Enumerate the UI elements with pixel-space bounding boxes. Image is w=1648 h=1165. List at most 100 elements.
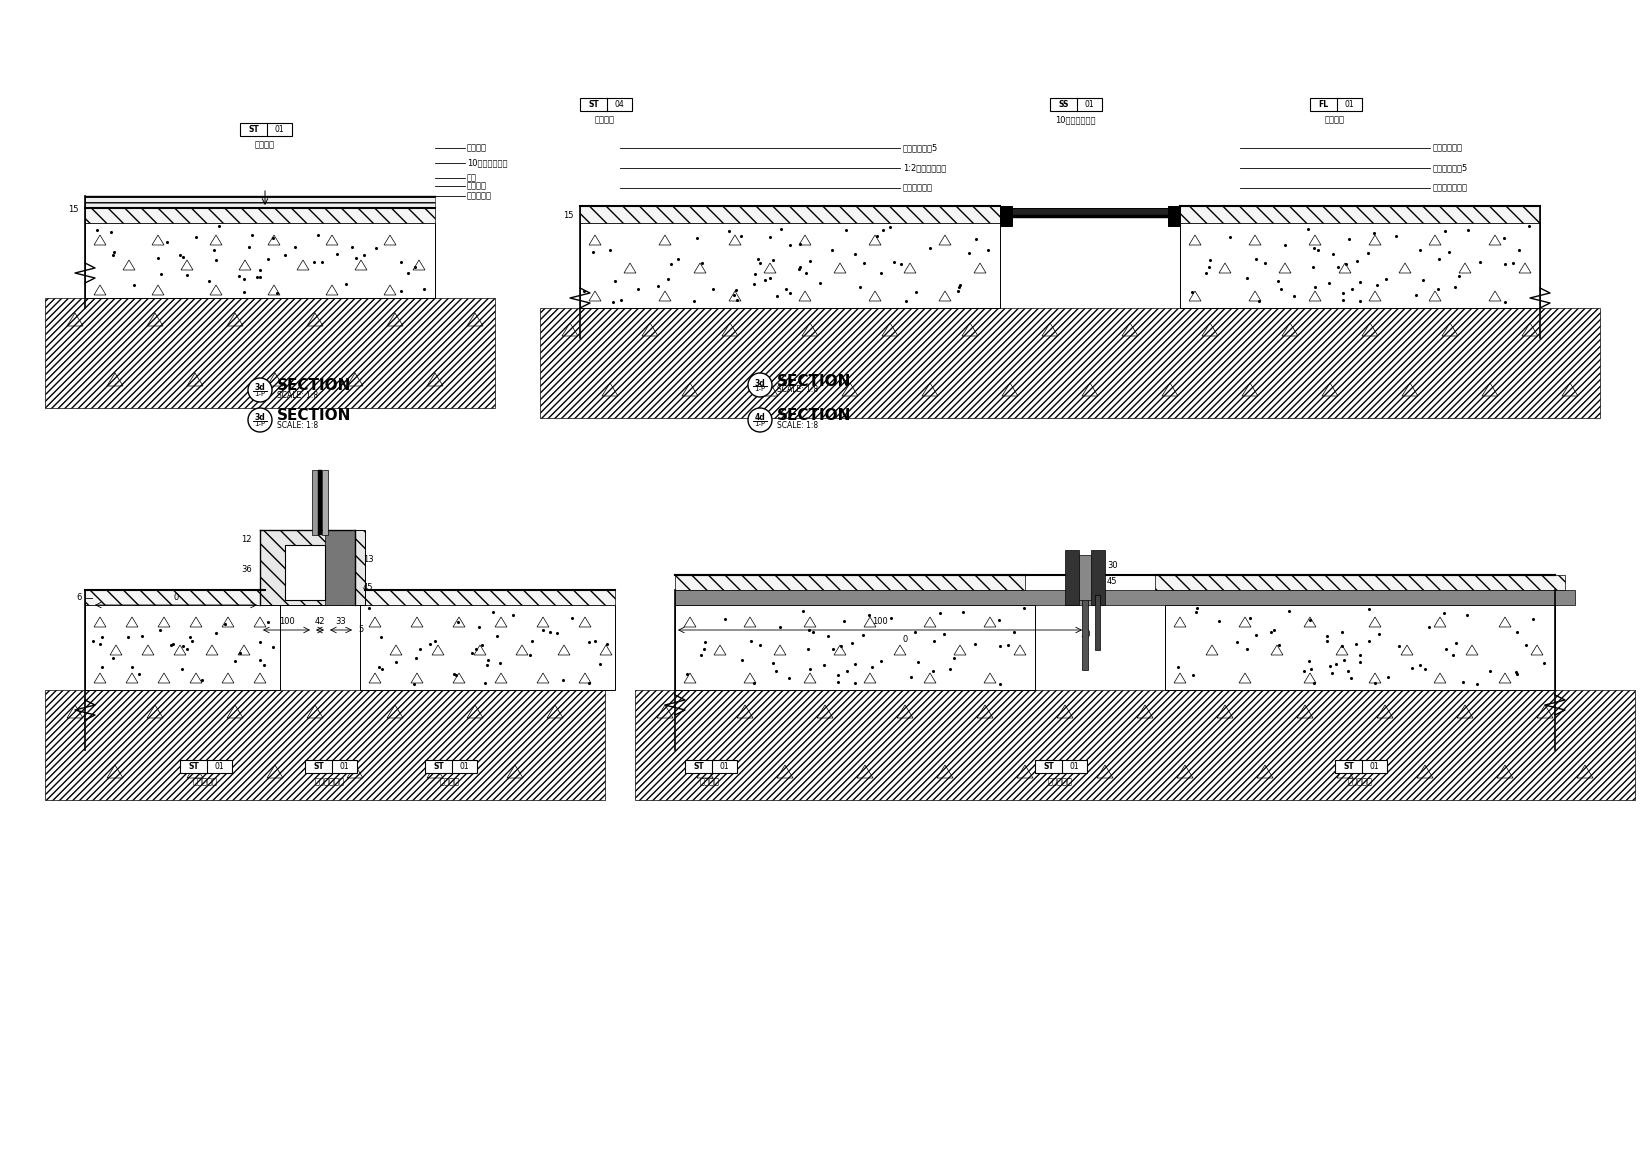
Point	[1261, 621, 1287, 640]
Bar	[359, 605, 615, 690]
Point	[170, 636, 196, 655]
Point	[1500, 254, 1526, 273]
Text: ST: ST	[249, 125, 259, 134]
Text: 01: 01	[275, 125, 285, 134]
Point	[1467, 253, 1493, 271]
Point	[466, 617, 493, 636]
Point	[1320, 245, 1346, 263]
Point	[758, 269, 784, 288]
Point	[382, 652, 409, 671]
Point	[1330, 291, 1356, 310]
Point	[1411, 270, 1437, 289]
Point	[1424, 280, 1450, 298]
Point	[1412, 659, 1439, 678]
Point	[905, 652, 931, 671]
Bar	[1050, 98, 1103, 111]
Circle shape	[247, 377, 272, 402]
Point	[387, 282, 414, 301]
Point	[903, 283, 929, 302]
Text: 3d: 3d	[755, 379, 765, 388]
Bar	[1155, 576, 1566, 589]
Point	[756, 227, 783, 246]
Point	[1402, 285, 1429, 304]
Text: 1:2水泥沙浆粘层: 1:2水泥沙浆粘层	[903, 163, 946, 172]
Point	[1365, 275, 1391, 294]
Point	[460, 644, 486, 663]
Point	[1445, 267, 1472, 285]
Point	[747, 253, 773, 271]
Point	[742, 274, 768, 292]
Point	[625, 280, 651, 298]
Point	[1196, 250, 1223, 269]
Point	[1295, 220, 1322, 239]
Point	[1356, 631, 1383, 650]
Point	[231, 270, 257, 289]
Text: 1-P: 1-P	[755, 386, 766, 391]
Bar	[1079, 555, 1091, 600]
Text: 01: 01	[720, 762, 730, 771]
Point	[1318, 664, 1345, 683]
Point	[475, 656, 501, 675]
Bar	[325, 530, 354, 605]
Point	[1416, 617, 1442, 636]
Point	[1505, 622, 1531, 641]
Point	[531, 621, 557, 640]
Text: 0: 0	[903, 635, 908, 644]
Point	[443, 665, 470, 684]
Text: 01: 01	[460, 762, 470, 771]
Point	[1519, 609, 1546, 628]
Bar	[1083, 585, 1088, 670]
Point	[1506, 241, 1533, 260]
Point	[485, 627, 511, 645]
Point	[921, 631, 948, 650]
Point	[898, 668, 925, 686]
Point	[1430, 605, 1457, 623]
Point	[794, 640, 821, 658]
Point	[148, 264, 175, 283]
Point	[928, 605, 954, 623]
Point	[89, 628, 115, 647]
Bar	[541, 308, 1600, 418]
Point	[356, 599, 382, 617]
Point	[1276, 602, 1302, 621]
Bar	[285, 545, 325, 600]
Point	[689, 645, 715, 664]
Point	[99, 246, 125, 264]
Point	[600, 292, 626, 311]
Text: SCALE: 1:8: SCALE: 1:8	[776, 386, 817, 395]
Point	[763, 662, 789, 680]
Point	[544, 623, 570, 642]
Text: 100: 100	[279, 617, 295, 627]
Point	[1243, 249, 1269, 268]
Point	[920, 662, 946, 680]
Point	[654, 270, 681, 289]
Text: 4d: 4d	[755, 414, 765, 423]
Point	[1323, 655, 1350, 673]
Text: ST: ST	[313, 762, 325, 771]
Circle shape	[247, 408, 272, 432]
Point	[1251, 253, 1277, 271]
Point	[582, 631, 608, 650]
Point	[519, 631, 545, 650]
Point	[847, 278, 873, 297]
Point	[1454, 221, 1480, 240]
Point	[893, 292, 920, 311]
Point	[1180, 665, 1206, 684]
Point	[272, 246, 298, 264]
Text: 01: 01	[1345, 100, 1355, 110]
Point	[407, 640, 433, 658]
Point	[463, 640, 489, 658]
Point	[1297, 610, 1323, 629]
Bar	[1180, 223, 1539, 308]
Text: 金玉大扭: 金玉大扭	[595, 115, 615, 123]
Point	[1346, 645, 1373, 664]
Point	[986, 610, 1012, 629]
Text: ST: ST	[588, 100, 598, 110]
Text: 米大理石: 米大理石	[466, 143, 488, 153]
Bar	[1035, 760, 1088, 774]
Point	[1328, 623, 1355, 642]
Bar	[1168, 206, 1180, 226]
Text: 12: 12	[242, 536, 252, 544]
Text: SCALE: 1:8: SCALE: 1:8	[776, 421, 817, 430]
Point	[468, 636, 494, 655]
